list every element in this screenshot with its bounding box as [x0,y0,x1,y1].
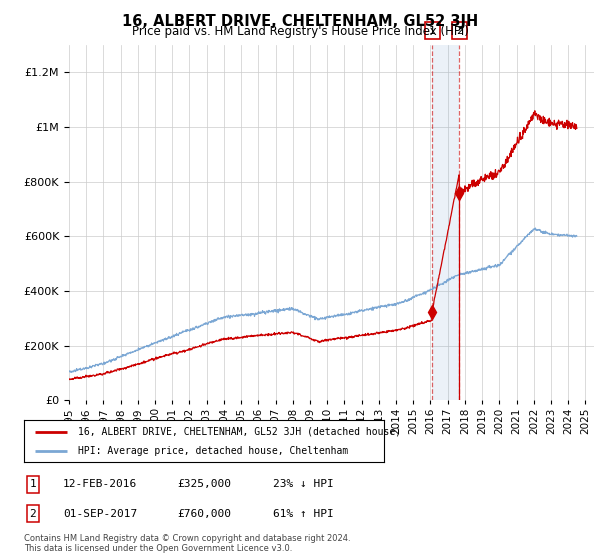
Text: 12-FEB-2016: 12-FEB-2016 [63,479,137,489]
Text: 01-SEP-2017: 01-SEP-2017 [63,508,137,519]
Text: Price paid vs. HM Land Registry's House Price Index (HPI): Price paid vs. HM Land Registry's House … [131,25,469,38]
Text: £325,000: £325,000 [177,479,231,489]
Text: 1: 1 [29,479,37,489]
Text: 2: 2 [29,508,37,519]
Text: Contains HM Land Registry data © Crown copyright and database right 2024.
This d: Contains HM Land Registry data © Crown c… [24,534,350,553]
Text: 1: 1 [428,26,436,36]
Text: HPI: Average price, detached house, Cheltenham: HPI: Average price, detached house, Chel… [78,446,348,456]
Text: 2: 2 [455,26,463,36]
Text: 61% ↑ HPI: 61% ↑ HPI [273,508,334,519]
Text: 16, ALBERT DRIVE, CHELTENHAM, GL52 3JH: 16, ALBERT DRIVE, CHELTENHAM, GL52 3JH [122,14,478,29]
Text: £760,000: £760,000 [177,508,231,519]
Text: 16, ALBERT DRIVE, CHELTENHAM, GL52 3JH (detached house): 16, ALBERT DRIVE, CHELTENHAM, GL52 3JH (… [78,427,401,437]
Bar [432,45,459,400]
Text: 23% ↓ HPI: 23% ↓ HPI [273,479,334,489]
